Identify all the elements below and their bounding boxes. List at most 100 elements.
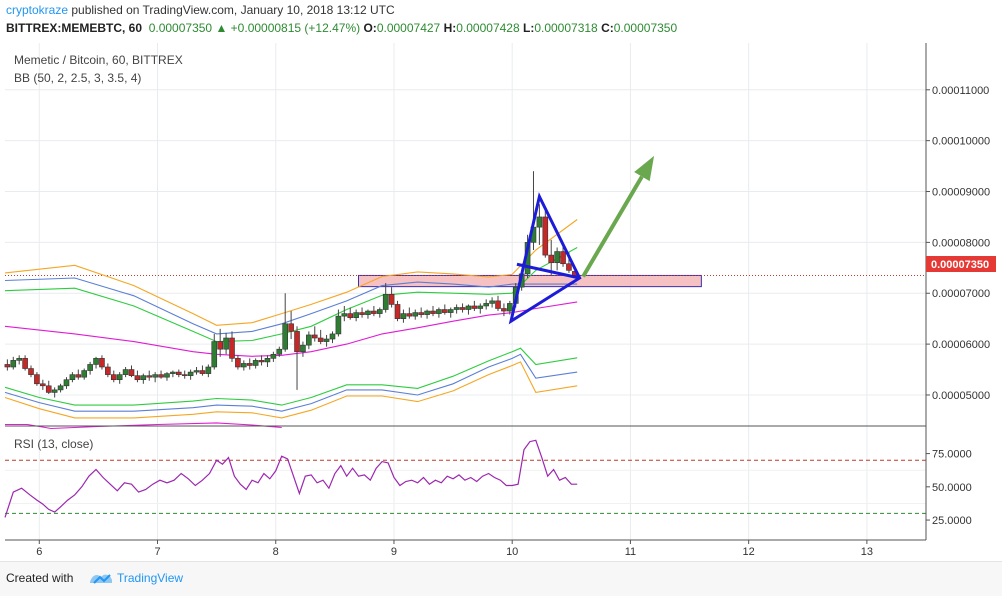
rsi-tick-label-0: 75.0000 <box>932 449 972 461</box>
candle-body-6 <box>40 383 46 387</box>
candle-body-19 <box>116 374 123 381</box>
candle-body-34 <box>205 366 212 374</box>
candle-body-84 <box>501 308 507 312</box>
candle-body-63 <box>376 309 383 314</box>
candle-body-67 <box>400 313 407 319</box>
bb-line-bb-blue-lower <box>4 353 578 412</box>
price-tick-label-1: 0.00010000 <box>932 136 990 148</box>
high-value: 0.00007428 <box>456 21 520 35</box>
open-value: 0.00007427 <box>376 21 441 35</box>
published-text: published on TradingView.com, January 10… <box>68 3 395 17</box>
price-tick-label-0: 0.00011000 <box>932 85 989 97</box>
candle-body-51 <box>306 334 312 346</box>
time-tick-label-0: 6 <box>36 546 42 558</box>
footer: Created with TradingView <box>0 561 1002 596</box>
bb-line-bb-orange-lower <box>4 361 578 419</box>
candle-body-49 <box>294 331 300 353</box>
candle-body-37 <box>223 337 229 350</box>
bb-line-bb-green-upper <box>4 247 578 343</box>
candle-body-48 <box>288 323 294 332</box>
candle-body-29 <box>175 371 182 375</box>
publish-info: cryptokraze published on TradingView.com… <box>6 3 395 17</box>
candle-body-2 <box>16 358 22 361</box>
candle-body-17 <box>105 366 111 375</box>
rsi-tick-label-1: 50.0000 <box>932 482 972 494</box>
bb-line-bb-mid <box>4 277 578 335</box>
candle-body-22 <box>134 375 141 381</box>
close-label: C: <box>601 21 614 35</box>
candle-body-56 <box>335 315 342 335</box>
candle-body-50 <box>300 344 306 353</box>
candle-body-28 <box>170 371 176 374</box>
candle-body-72 <box>430 310 436 314</box>
candle-body-39 <box>235 358 241 368</box>
price-tick-label-4: 0.00007000 <box>932 288 990 300</box>
bollinger-bands <box>4 219 578 430</box>
candle-body-18 <box>110 374 117 381</box>
price-tag-bg <box>926 256 996 272</box>
candle-body-0 <box>4 364 11 368</box>
candle-body-38 <box>229 337 235 359</box>
candle-body-74 <box>442 309 448 313</box>
candle-body-1 <box>10 360 17 368</box>
candle-body-8 <box>51 389 58 393</box>
candle-body-5 <box>34 374 40 385</box>
candle-body-13 <box>81 370 88 378</box>
change-value: +0.00000815 (+12.47%) <box>230 21 361 35</box>
candle-body-24 <box>146 375 153 378</box>
candle-body-76 <box>453 307 460 310</box>
candle-body-95 <box>566 263 572 271</box>
candle-body-44 <box>264 358 271 363</box>
candle-body-21 <box>128 369 135 376</box>
change-up-icon: ▲ <box>215 21 228 35</box>
candle-body-40 <box>241 363 247 368</box>
candle-body-25 <box>152 374 158 378</box>
candle-body-46 <box>276 348 283 355</box>
candle-body-35 <box>211 341 218 368</box>
candle-body-32 <box>193 370 200 373</box>
bb-line-bb-magenta-upper <box>4 301 578 357</box>
candle-body-9 <box>57 385 64 391</box>
candle-body-52 <box>311 334 318 339</box>
support-zone <box>358 274 702 288</box>
chart-canvas[interactable]: 0.00011000 0.00010000 0.00009000 0.00008000… <box>0 0 1002 561</box>
forecast-arrow-shaft <box>581 175 644 278</box>
time-tick-label-1: 7 <box>154 546 160 558</box>
candle-body-68 <box>406 313 413 317</box>
candle-body-58 <box>347 313 354 318</box>
tradingview-logo-icon[interactable] <box>88 570 114 586</box>
candle-body-59 <box>353 312 359 318</box>
time-tick-label-5: 11 <box>625 546 636 558</box>
candle-body-12 <box>75 374 82 378</box>
candle-body-53 <box>317 337 324 342</box>
drawings-front <box>508 155 655 325</box>
price-tick-label-6: 0.00005000 <box>932 390 990 402</box>
pennant-line <box>516 262 580 280</box>
author-link[interactable]: cryptokraze <box>6 3 69 17</box>
candle-body-16 <box>99 358 105 368</box>
price-tick-label-5: 0.00006000 <box>932 339 990 351</box>
rsi-label: RSI (13, close) <box>14 437 93 451</box>
candle-body-70 <box>418 312 424 315</box>
axes: 0.00011000 0.00010000 0.00009000 0.00008000… <box>5 43 990 558</box>
candle-body-94 <box>560 251 566 265</box>
candle-body-61 <box>365 310 371 315</box>
rsi-pane <box>4 439 926 518</box>
candle-body-47 <box>282 323 289 350</box>
candle-body-45 <box>270 353 277 359</box>
rsi-line <box>4 439 578 518</box>
candle-body-4 <box>28 368 34 375</box>
candle-body-78 <box>465 305 472 310</box>
time-tick-label-2: 8 <box>273 546 279 558</box>
low-label: L: <box>522 21 535 35</box>
low-value: 0.00007318 <box>534 21 598 35</box>
tradingview-link[interactable]: TradingView <box>117 571 184 585</box>
candle-body-26 <box>158 374 164 378</box>
candle-body-23 <box>140 375 147 381</box>
candle-body-55 <box>329 333 336 340</box>
time-tick-label-6: 12 <box>743 546 755 558</box>
candle-body-42 <box>252 360 259 366</box>
candle-body-36 <box>217 341 223 350</box>
plot-background <box>5 43 926 561</box>
candle-body-30 <box>181 374 188 376</box>
